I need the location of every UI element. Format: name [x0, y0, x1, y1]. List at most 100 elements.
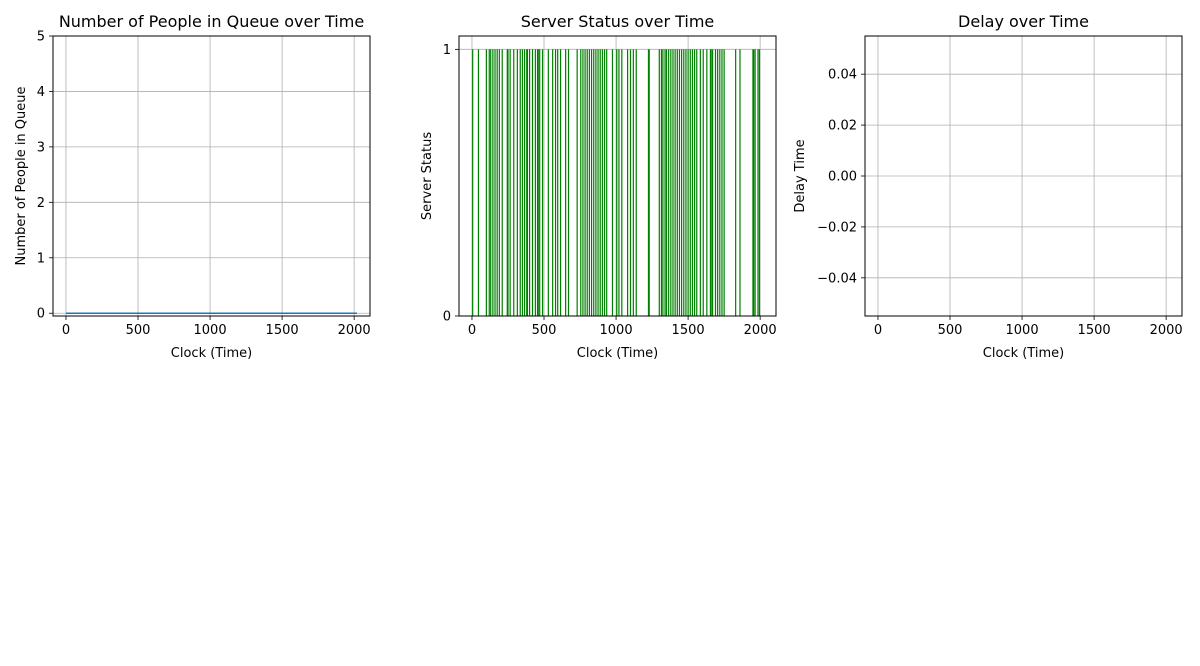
server-status-chart-bar	[490, 49, 492, 316]
server-status-chart-bar	[526, 49, 528, 316]
queue-chart-x-tick-label: 1500	[266, 323, 299, 338]
server-status-chart-bar	[567, 49, 570, 316]
server-status-chart-bar	[557, 49, 559, 316]
server-status-chart-bar	[672, 49, 674, 316]
server-status-chart-bar	[529, 49, 531, 316]
server-status-chart-y-tick-label: 0	[443, 310, 451, 325]
server-status-chart-bar	[496, 49, 498, 316]
server-status-chart-bar	[588, 49, 591, 316]
delay-chart-x-tick-label: 0	[874, 323, 882, 338]
server-status-chart-bar	[626, 49, 629, 316]
server-status-chart-bar	[534, 49, 536, 316]
server-status-chart-bar	[678, 49, 681, 316]
server-status-chart-bar	[691, 49, 694, 316]
server-status-chart-bar	[664, 49, 666, 316]
server-status-chart-bar	[580, 49, 582, 316]
queue-chart-x-tick-label: 0	[62, 323, 70, 338]
server-status-chart-bar	[606, 49, 608, 316]
server-status-chart-ylabel: Server Status	[420, 132, 435, 220]
queue-chart-x-tick-label: 500	[126, 323, 151, 338]
server-status-chart-bar	[670, 49, 672, 316]
server-status-chart-bar	[621, 49, 623, 316]
server-status-chart-bar	[757, 49, 759, 316]
server-status-chart-bar	[586, 49, 588, 316]
server-status-chart-bar	[676, 49, 678, 316]
delay-chart-y-tick-label: −0.02	[817, 220, 857, 235]
server-status-chart-bar	[706, 49, 708, 316]
server-status-chart-bar	[721, 49, 723, 316]
server-status-chart-bar	[472, 49, 474, 316]
server-status-chart-bar	[616, 49, 618, 316]
server-status-chart-bar	[494, 49, 496, 316]
server-status-chart-bar	[498, 49, 500, 316]
server-status-chart-bar	[513, 49, 515, 316]
server-status-chart-bar	[683, 49, 685, 316]
server-status-chart-bar	[595, 49, 597, 316]
server-status-chart-bar	[552, 49, 554, 316]
server-status-chart-bar	[539, 49, 541, 316]
server-status-chart-x-tick-label: 1000	[600, 323, 633, 338]
server-status-chart-xlabel: Clock (Time)	[577, 346, 658, 361]
server-status-chart-title: Server Status over Time	[521, 12, 715, 31]
delay-chart-title: Delay over Time	[958, 12, 1089, 31]
server-status-chart-bar	[693, 49, 696, 316]
server-status-chart-bar	[576, 49, 578, 316]
server-status-chart-bar	[660, 49, 663, 316]
server-status-chart-bar	[681, 49, 683, 316]
server-status-chart-bar	[753, 49, 755, 316]
server-status-chart-bar	[506, 49, 508, 316]
server-status-chart-bar	[754, 49, 756, 316]
queue-chart-y-tick-label: 5	[37, 30, 45, 45]
server-status-chart-bar	[477, 49, 480, 316]
server-status-chart-bar	[507, 49, 509, 316]
server-status-chart-bar	[537, 49, 539, 316]
server-status-chart-bar	[674, 49, 676, 316]
queue-chart-axes-frame	[52, 35, 371, 317]
queue-chart-title: Number of People in Queue over Time	[59, 12, 364, 31]
server-status-chart-bar	[501, 49, 503, 316]
server-status-chart-x-tick-label: 500	[532, 323, 557, 338]
server-status-chart-bar	[618, 49, 620, 316]
server-status-chart-bar	[521, 49, 523, 316]
server-status-chart-bar	[685, 49, 687, 316]
server-status-chart-bar	[554, 49, 557, 316]
server-status-chart-y-tick-label: 1	[443, 43, 451, 58]
delay-chart-x-tick-label: 1500	[1078, 323, 1111, 338]
queue-chart: Number of People in Queue over Time Cloc…	[14, 12, 371, 361]
delay-chart-ylabel: Delay Time	[793, 139, 808, 212]
server-status-chart-x-tick-label: 0	[468, 323, 476, 338]
server-status-chart-x-tick-label: 2000	[744, 323, 777, 338]
server-status-chart-bar	[488, 49, 490, 316]
server-status-chart-bar	[696, 49, 698, 316]
queue-chart-xlabel: Clock (Time)	[171, 346, 252, 361]
delay-chart: Delay over Time Clock (Time) Delay Time …	[793, 12, 1183, 361]
server-status-chart-bar	[516, 49, 518, 316]
server-status-chart-axes-frame	[458, 35, 777, 317]
delay-chart-y-tick-label: 0.00	[828, 170, 857, 185]
queue-chart-ylabel: Number of People in Queue	[14, 86, 29, 265]
server-status-chart-bar	[523, 49, 526, 316]
server-status-chart-bar	[752, 49, 754, 316]
server-status-chart: Server Status over Time Clock (Time) Ser…	[420, 12, 777, 361]
server-status-chart-bar	[593, 49, 595, 316]
delay-chart-x-tick-label: 500	[938, 323, 963, 338]
server-status-chart-bar	[597, 49, 599, 316]
server-status-chart-bar	[712, 49, 714, 316]
delay-chart-xlabel: Clock (Time)	[983, 346, 1064, 361]
server-status-chart-bar	[603, 49, 606, 316]
server-status-chart-bar	[547, 49, 549, 316]
server-status-chart-bar	[599, 49, 601, 316]
queue-chart-y-tick-label: 2	[37, 196, 45, 211]
server-status-chart-bar	[702, 49, 704, 316]
delay-chart-y-tick-label: 0.04	[828, 68, 857, 83]
server-status-chart-bar	[662, 49, 664, 316]
delay-chart-y-tick-label: −0.04	[817, 271, 857, 286]
server-status-chart-bar	[648, 49, 650, 316]
server-status-chart-bar	[536, 49, 539, 316]
server-status-chart-bar	[582, 49, 584, 316]
queue-chart-y-tick-label: 4	[37, 85, 45, 100]
queue-chart-x-tick-label: 1000	[194, 323, 227, 338]
queue-chart-y-tick-label: 0	[37, 307, 45, 322]
server-status-chart-bar	[584, 49, 586, 316]
